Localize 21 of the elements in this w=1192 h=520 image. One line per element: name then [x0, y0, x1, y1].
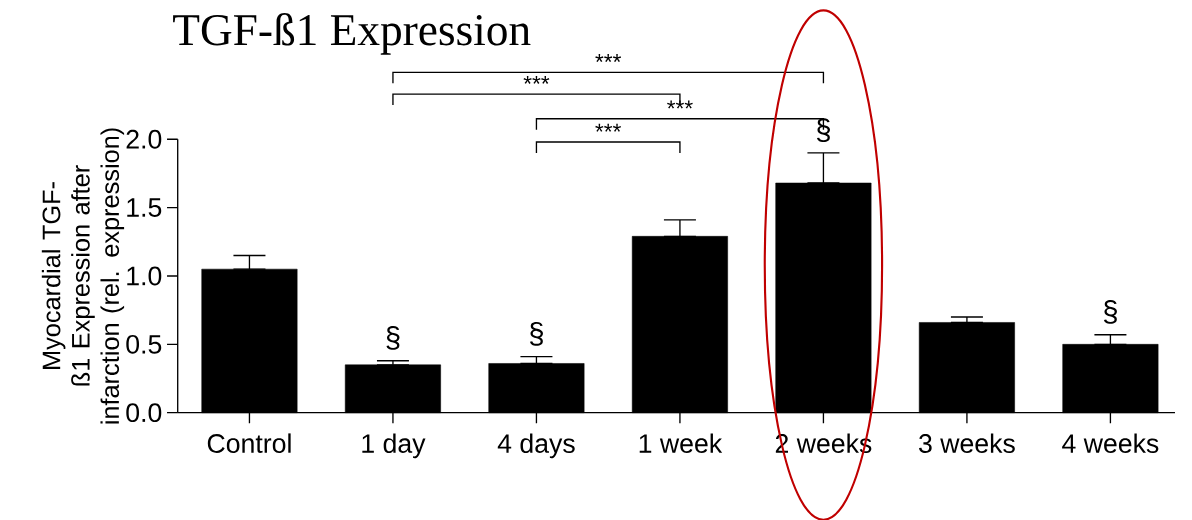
chart-title: TGF-ß1 Expression	[173, 13, 531, 55]
text: ***	[523, 75, 550, 84]
x-tick-label: 1 day	[362, 433, 426, 459]
text: ***	[667, 100, 693, 109]
y-axis-title: Myocardial TGF-ß1 Expression after infarction (rel. expression)	[41, 128, 125, 424]
x-tick-label: Control	[207, 433, 291, 453]
annotation: §	[1103, 300, 1117, 324]
y-tick-label: 2.0	[126, 129, 162, 149]
y-tick-label: 0.5	[126, 334, 162, 354]
y-tick-label: 1.5	[127, 198, 162, 217]
y-tick-label: 1.0	[127, 266, 162, 286]
text: ***	[595, 123, 622, 132]
y-tick-label: 0.0	[126, 403, 162, 423]
annotation: §	[386, 326, 400, 350]
x-tick-label: 4 days	[497, 433, 575, 459]
text: ***	[595, 54, 622, 62]
annotation: §	[816, 118, 830, 143]
annotation: §	[529, 321, 543, 346]
x-tick-label: 4 weeks	[1062, 433, 1159, 453]
x-tick-label: 1 week	[639, 433, 723, 453]
x-tick-label: 3 weeks	[919, 433, 1015, 453]
